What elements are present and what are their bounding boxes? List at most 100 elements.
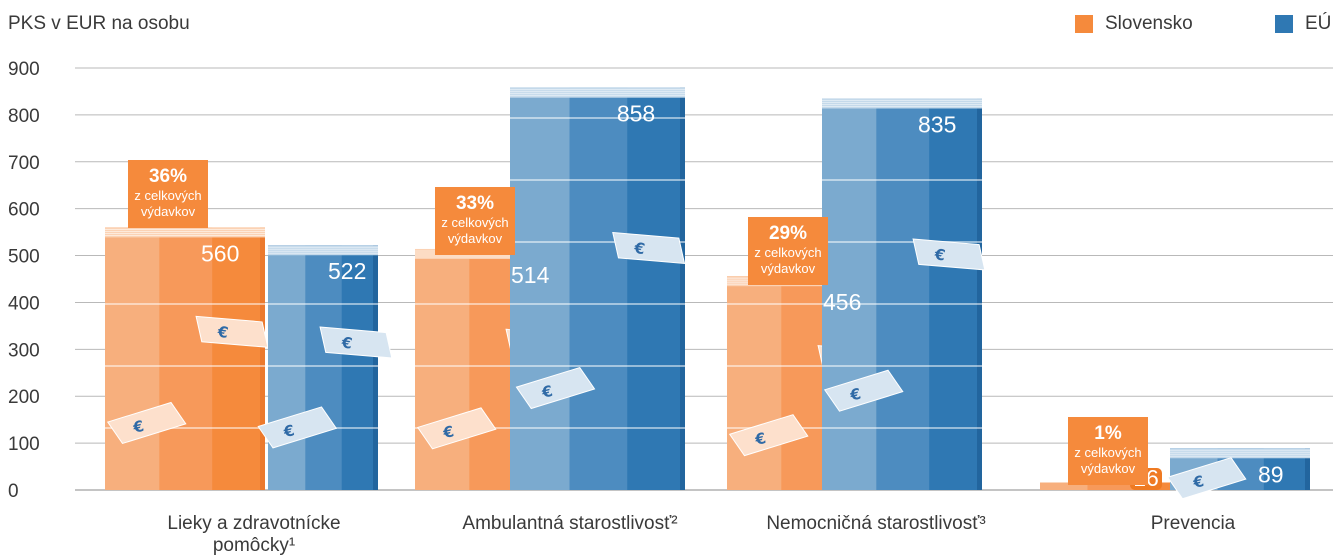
badge-box	[128, 160, 208, 228]
bar-shade-light	[415, 248, 470, 490]
y-tick-label: 600	[8, 200, 40, 221]
y-tick-labels: 0 100 200 300 400 500 600 700 800 900	[8, 59, 40, 502]
badge-percent: 36%	[149, 166, 187, 187]
banknote-shape	[416, 407, 497, 450]
banknote-0-0-b: €	[195, 315, 269, 348]
category-label-ambulantna: Ambulantná starostlivosť²	[462, 513, 678, 534]
banknote-shape	[612, 231, 686, 264]
bar-shade-light	[105, 227, 160, 490]
euro-icon: €	[215, 322, 229, 342]
badge-percent: 29%	[769, 223, 807, 244]
banknote-1-2-a: €	[823, 369, 904, 412]
bar-eu-1	[510, 87, 685, 491]
badge-box	[748, 217, 828, 285]
badge-box	[1068, 417, 1148, 485]
y-tick-label: 500	[8, 247, 40, 268]
value-label: 89	[1258, 461, 1284, 487]
bar-shade-mid	[569, 87, 628, 491]
bar-top-sheets	[822, 98, 982, 109]
bar-shade-light	[1040, 482, 1088, 490]
bar-top-sheets	[1170, 448, 1310, 459]
euro-icon: €	[441, 422, 456, 442]
bar-eu-0	[268, 245, 378, 490]
bar-shade-light	[727, 276, 782, 490]
banknote-shape	[823, 369, 904, 412]
banknote-shape	[728, 414, 809, 457]
y-tick-label: 300	[8, 340, 40, 361]
value-label: 514	[511, 262, 550, 288]
bar-top-sheets	[510, 87, 685, 98]
bar-edge	[373, 245, 378, 490]
banknote-shape	[912, 238, 986, 271]
value-label: 456	[823, 289, 861, 315]
badge-box	[435, 187, 515, 255]
bar-edge	[1305, 448, 1310, 490]
y-tick-label: 100	[8, 434, 40, 455]
banknote-0-1-a: €	[416, 407, 497, 450]
bar-edge	[977, 98, 982, 490]
banknote-0-2-a: €	[728, 414, 809, 457]
value-label: 835	[918, 111, 956, 137]
bar-shade-mid	[159, 227, 213, 490]
bar-slovensko-0	[105, 227, 265, 490]
bars: €€€€€€€€€€€€€5605225148584568351689	[105, 87, 1310, 500]
euro-icon: €	[848, 385, 863, 405]
bar-edge	[680, 87, 685, 491]
bar-top-sheets	[105, 227, 265, 238]
banknote-1-3-a: €	[1166, 457, 1247, 500]
legend-swatch-eu	[1275, 15, 1293, 33]
badge-percent: 33%	[456, 193, 494, 214]
category-label-prevencia: Prevencia	[1150, 513, 1236, 534]
euro-icon: €	[281, 421, 296, 441]
legend-label-eu: EÚ	[1305, 13, 1332, 34]
y-tick-label: 200	[8, 387, 40, 408]
euro-icon: €	[1191, 472, 1206, 492]
value-label: 522	[328, 258, 366, 284]
euro-icon: €	[131, 417, 146, 437]
bar-shade-mid	[876, 98, 930, 490]
bar-edge	[260, 227, 265, 490]
banknote-1-0-a: €	[257, 406, 338, 449]
badge-text-line1: z celkových	[134, 188, 201, 203]
y-axis-label: PKS v EUR na osobu	[8, 13, 190, 34]
banknote-shape	[106, 401, 187, 445]
badge-text-line1: z celkových	[754, 245, 821, 260]
y-tick-label: 700	[8, 153, 40, 174]
badge-text-line2: výdavkov	[761, 261, 816, 276]
y-tick-label: 0	[8, 481, 19, 502]
category-label-lieky: Lieky a zdravotnícke pomôcky¹	[167, 513, 341, 556]
euro-icon: €	[932, 245, 946, 265]
badge-text-line2: výdavkov	[448, 231, 503, 246]
badge-text-line1: z celkových	[1074, 445, 1141, 460]
y-tick-label: 400	[8, 293, 40, 314]
bar-eu-2	[822, 98, 982, 490]
bar-shade-light	[268, 245, 306, 490]
bar-shade-mid	[1087, 482, 1134, 490]
bar-shade-mid	[305, 245, 342, 490]
legend-item-eu: EÚ	[1275, 13, 1331, 35]
badge-text-line2: výdavkov	[141, 204, 196, 219]
badge-text-line1: z celkových	[441, 215, 508, 230]
value-label: 858	[617, 101, 655, 127]
legend-label-slovensko: Slovensko	[1105, 13, 1193, 34]
banknote-shape	[195, 315, 269, 348]
banknote-shape	[257, 406, 338, 449]
banknote-shape	[319, 326, 393, 359]
y-tick-label: 900	[8, 59, 40, 80]
category-label-nemocnicna: Nemocničná starostlivosť³	[766, 513, 986, 534]
banknote-1-1-a: €	[515, 366, 596, 410]
banknote-1-0-b: €	[319, 326, 393, 359]
euro-icon: €	[339, 333, 353, 353]
bar-shade-light	[510, 87, 570, 491]
y-tick-label: 800	[8, 106, 40, 127]
bar-top-sheets	[268, 245, 378, 256]
banknote-1-2-b: €	[912, 238, 986, 271]
banknote-1-1-b: €	[612, 231, 686, 264]
banknote-shape	[515, 366, 596, 410]
